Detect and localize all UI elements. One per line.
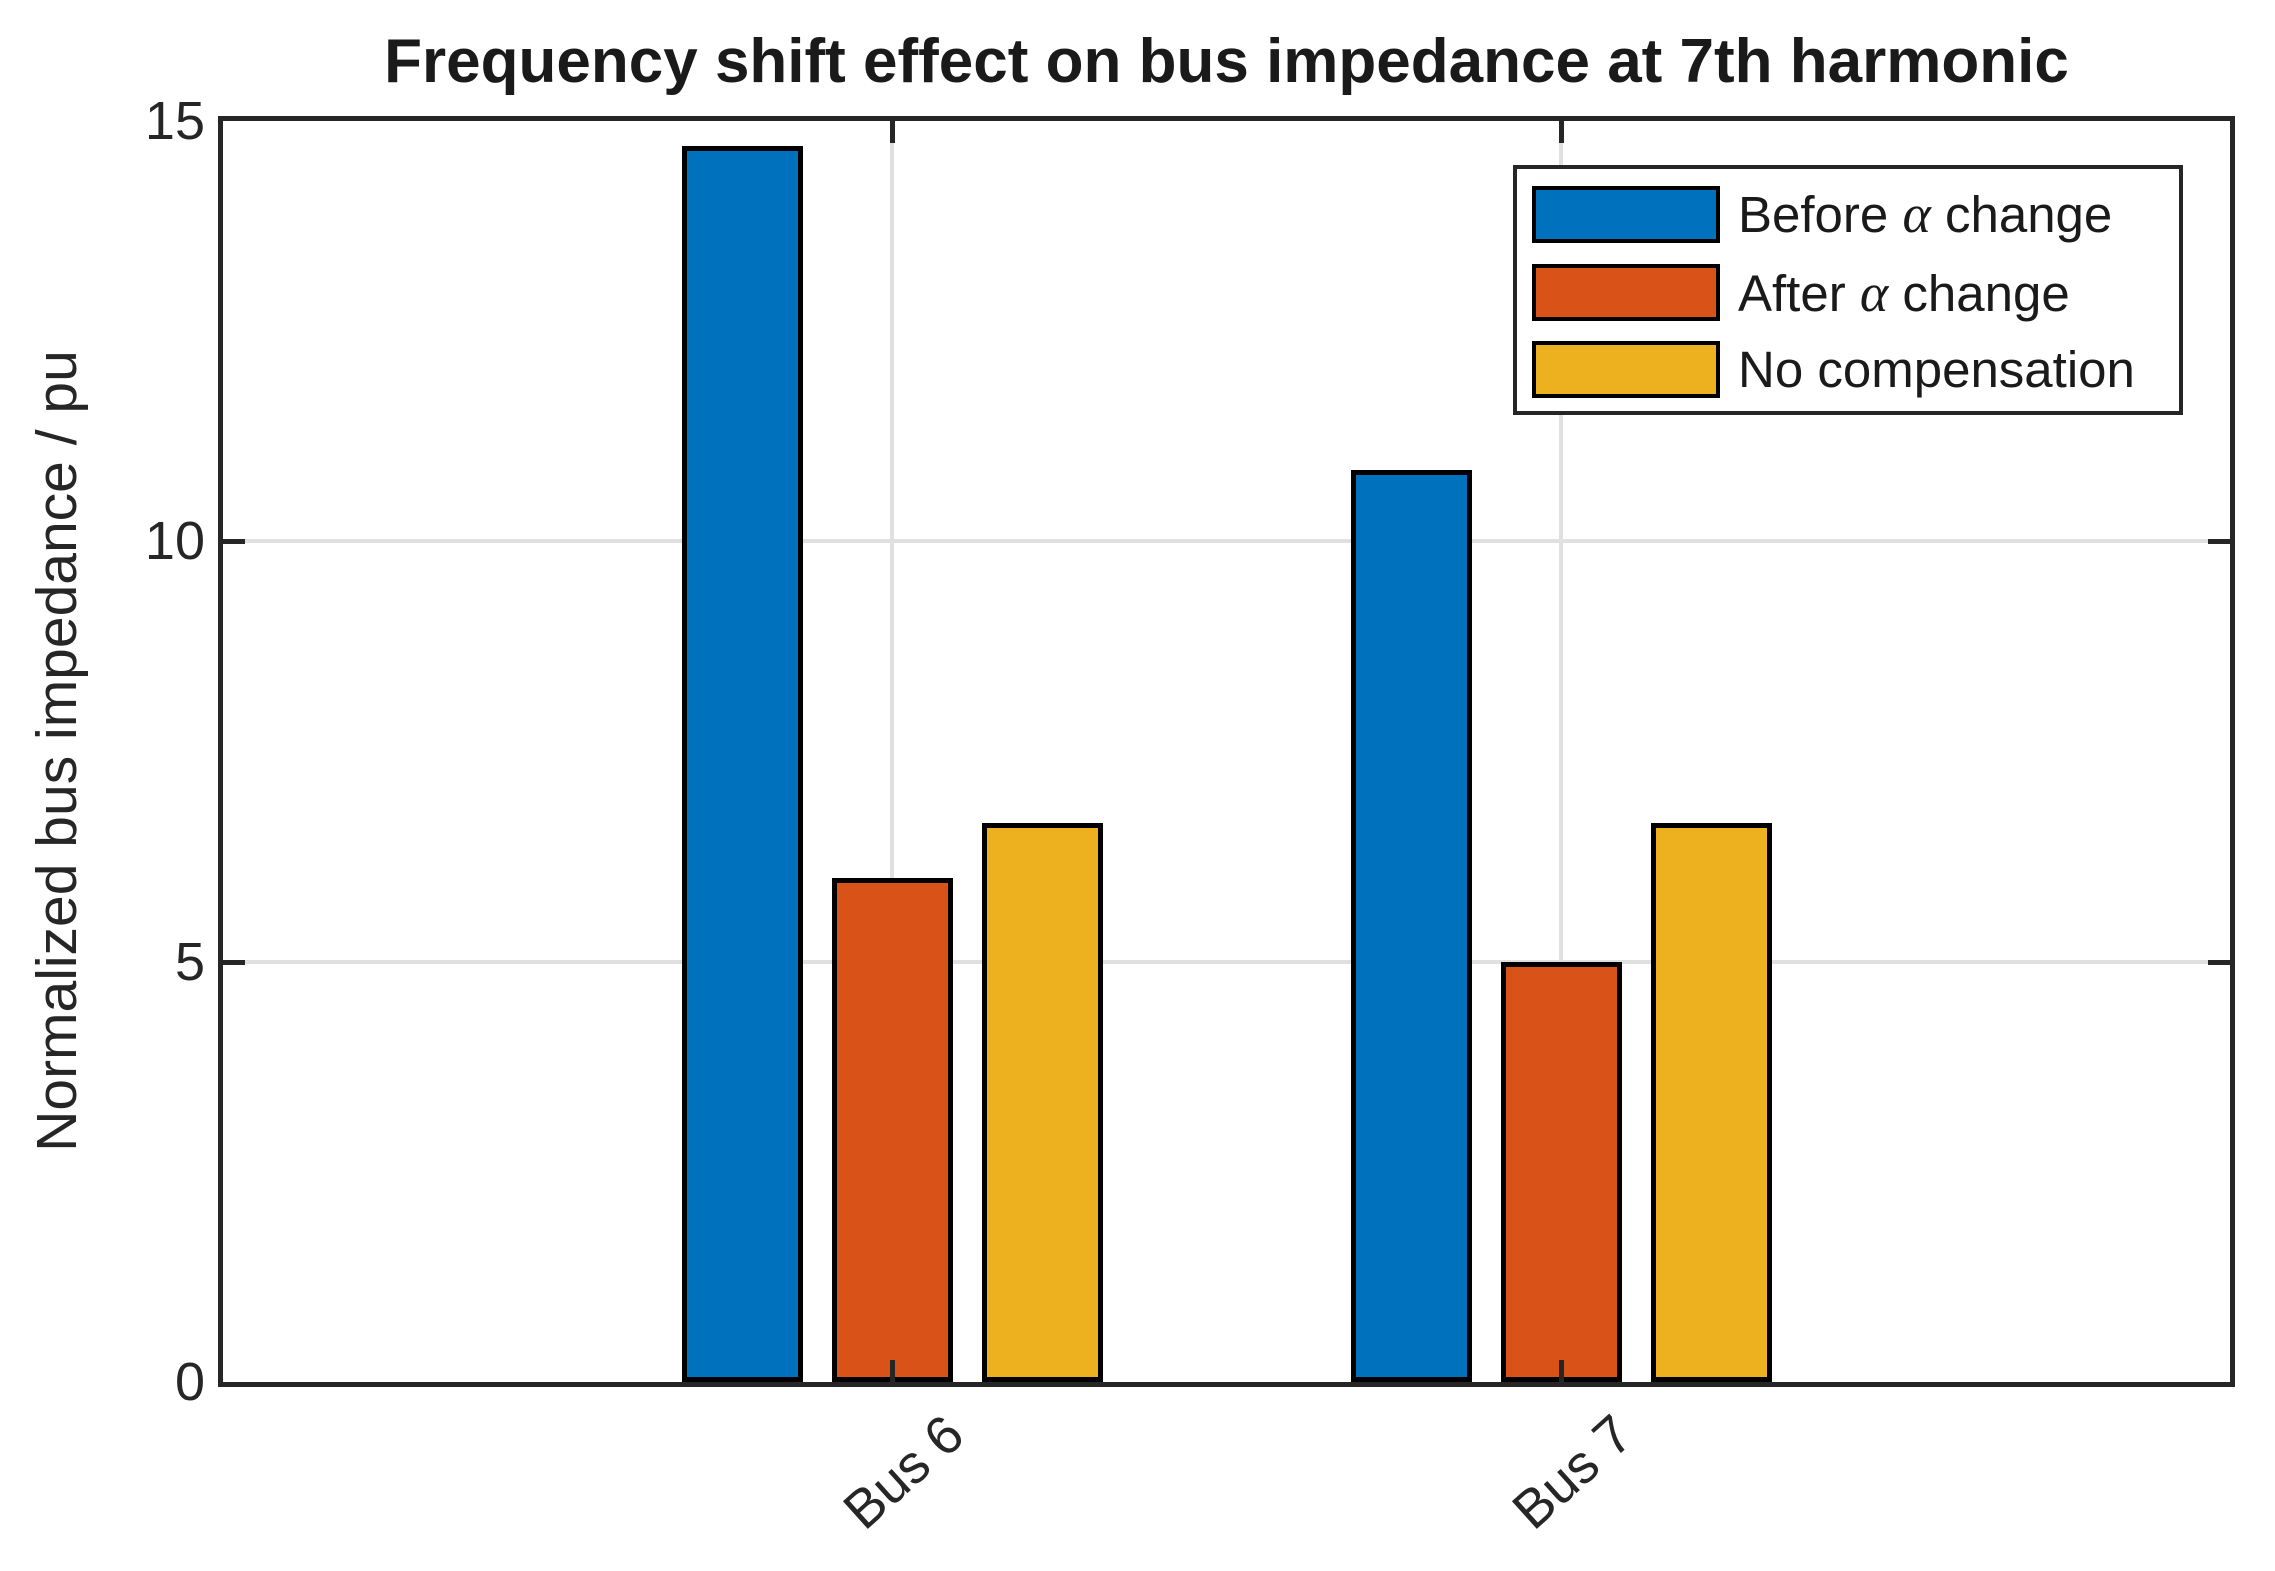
bar-bus-6-s2: [981, 822, 1103, 1382]
alpha-symbol: α: [1859, 262, 1889, 323]
bar-bus-7-s0: [1350, 469, 1472, 1382]
legend-swatch: [1532, 264, 1720, 321]
legend-label: Before α change: [1738, 184, 2113, 244]
y-tick: [223, 959, 245, 965]
y-tick-mirror: [2208, 539, 2230, 545]
y-tick-label: 0: [174, 1352, 205, 1412]
legend-item: Before α change: [1532, 183, 2169, 245]
y-tick-label: 10: [144, 511, 205, 572]
gridline-x-2: [1559, 121, 1563, 1382]
legend-item: After α change: [1532, 262, 2169, 324]
legend-label: After α change: [1738, 262, 2070, 323]
y-tick-label: 15: [144, 91, 205, 151]
gridline-y-10: [223, 539, 2230, 544]
x-tick-mirror: [1559, 121, 1564, 143]
alpha-symbol: α: [1902, 184, 1931, 244]
x-tick: [1559, 1360, 1564, 1382]
legend-swatch: [1532, 341, 1720, 398]
bar-bus-6-s0: [681, 146, 803, 1382]
bar-bus-7-s1: [1500, 961, 1622, 1382]
gridline-y-5: [223, 959, 2230, 964]
legend-label: No compensation: [1738, 341, 2135, 398]
legend-swatch: [1532, 185, 1720, 243]
gridline-x-1: [890, 121, 894, 1382]
legend-box: Before α change After α change No compensa…: [1513, 165, 2183, 415]
legend-item: No compensation: [1532, 340, 2169, 399]
bar-bus-7-s2: [1650, 822, 1772, 1382]
y-tick-mirror: [2208, 959, 2230, 965]
x-tick: [890, 1360, 895, 1382]
bar-bus-6-s1: [831, 877, 953, 1382]
y-tick-label: 5: [174, 931, 205, 992]
x-tick-label: Bus 6: [832, 1403, 976, 1541]
y-tick: [223, 539, 245, 545]
x-tick-label: Bus 7: [1501, 1403, 1645, 1541]
x-tick-mirror: [890, 121, 895, 143]
y-axis-label: Normalized bus impedance / pu: [25, 350, 89, 1152]
chart-title: Frequency shift effect on bus impedance …: [384, 27, 2069, 96]
